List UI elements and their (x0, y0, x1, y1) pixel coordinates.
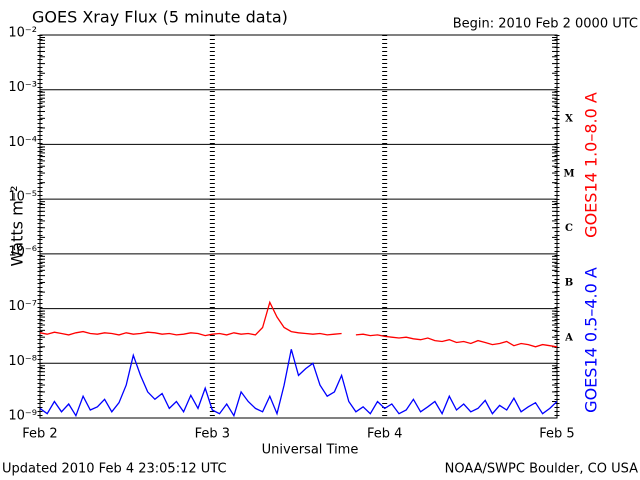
plot-area (40, 300, 557, 418)
y-tick-label: 10⁻⁴ (8, 135, 37, 150)
x-tick-label: Feb 4 (367, 427, 402, 442)
flare-class-label: B (565, 278, 573, 289)
x-tick-label: Feb 2 (22, 427, 57, 442)
flare-class-label: A (564, 332, 573, 343)
series-line (40, 300, 557, 348)
plot-frame (39, 34, 558, 419)
y-axis-label: Watts m⁻² (8, 185, 27, 266)
x-tick-label: Feb 3 (195, 427, 230, 442)
x-tick-label: Feb 5 (539, 427, 574, 442)
y-tick-label: 10⁻⁵ (8, 190, 37, 205)
flare-class-label: C (565, 223, 573, 234)
footer-left: Updated 2010 Feb 4 23:05:12 UTC (2, 462, 227, 477)
chart-title: GOES Xray Flux (5 minute data) (32, 8, 288, 27)
y-tick-label: 10⁻³ (8, 80, 37, 95)
flare-class-label: X (565, 114, 573, 125)
y-tick-label: 10⁻⁹ (8, 409, 37, 424)
x-axis-label: Universal Time (262, 443, 359, 458)
y-tick-label: 10⁻⁸ (8, 354, 37, 369)
legend-label: GOES14 0.5–4.0 A (582, 267, 601, 413)
flare-class-label: M (563, 168, 574, 179)
y-tick-label: 10⁻⁶ (8, 244, 37, 259)
subtitle: Begin: 2010 Feb 2 0000 UTC (453, 17, 638, 32)
legend-label: GOES14 1.0–8.0 A (582, 92, 601, 238)
footer-right: NOAA/SWPC Boulder, CO USA (445, 462, 638, 477)
y-tick-label: 10⁻² (8, 26, 37, 41)
series-line (40, 349, 557, 418)
y-tick-label: 10⁻⁷ (8, 299, 37, 314)
